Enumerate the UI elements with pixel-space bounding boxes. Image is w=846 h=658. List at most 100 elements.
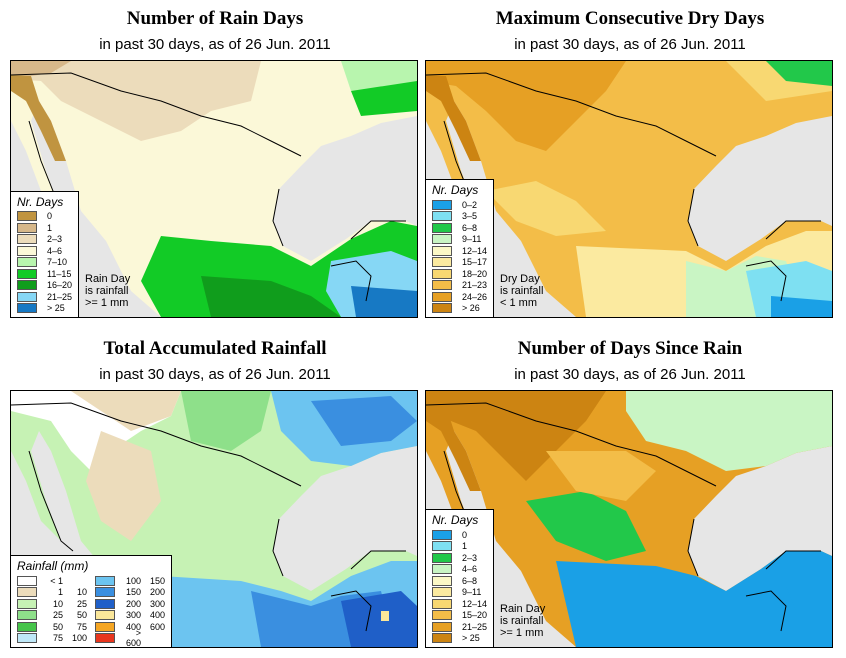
legend-swatch [432,268,452,279]
legend-item: 21–25 [17,291,72,303]
legend-label: 21–25 [462,621,488,632]
legend-label: 400 [125,621,141,632]
legend-label: 100 [125,575,141,586]
legend-swatch [17,610,37,621]
legend-label: 10 [52,598,63,609]
legend-title: Nr. Days [432,183,479,197]
legend-item: 0 [17,211,72,223]
legend-item: 2–3 [17,234,72,246]
legend-swatch [17,575,37,586]
legend-swatch [17,291,37,302]
legend-item: 18–20 [432,268,487,280]
legend-label: 4–6 [462,564,478,575]
panel-title: Number of Rain Days [126,8,304,29]
legend-item: 1 [432,541,487,553]
legend-item: 1 [17,222,72,234]
legend-swatch [432,541,452,552]
legend: Rainfall (mm) < 1 1 10 10 25 25 50 50 75 75 1… [11,555,172,647]
legend-label: 9–11 [462,234,482,245]
legend-swatch [17,268,37,279]
legend-swatch [95,575,115,586]
legend-label: 600 [149,621,165,632]
map-total-rainfall: Rainfall (mm) < 1 1 10 10 25 25 50 50 75 75 1… [10,390,418,648]
note-line: >= 1 mm [85,297,129,309]
legend-swatch [432,222,452,233]
legend-title: Nr. Days [17,194,64,209]
legend-item: 400 600 [95,621,165,633]
legend-item: 12–14 [432,598,487,610]
legend-label: 100 [71,633,87,644]
legend-label: 25 [52,610,63,621]
legend-title: Rainfall (mm) [17,559,89,573]
legend-swatch [432,199,452,210]
legend-label: 1 [47,222,53,233]
map-graphic [426,391,832,647]
panel-title: Maximum Consecutive Dry Days [495,8,765,29]
legend-label: > 26 [462,303,480,314]
map-graphic [11,61,417,317]
legend-label: 1 [462,541,468,552]
legend-item: > 600 [95,628,165,647]
legend-label: 10 [76,587,87,598]
legend-swatch [95,633,115,644]
legend-label: 15–17 [462,257,488,268]
note-line: >= 1 mm [500,627,544,639]
legend-label: 150 [149,575,165,586]
note-line: is rainfall [500,285,544,297]
legend-swatch [17,621,37,632]
legend-label: > 25 [47,303,65,314]
map-graphic [426,61,832,317]
legend-item: 21–25 [432,621,487,633]
legend-swatch [432,291,452,302]
legend-label: 12–14 [462,245,488,256]
legend-swatch [95,621,115,632]
note-line: is rainfall [85,285,129,297]
legend-item: 300 400 [95,610,165,622]
legend: Nr. Days 0 1 2–3 4–6 6–8 9–11 12–14 15–2… [426,509,495,647]
map-note: Dry Day is rainfall < 1 mm [500,273,543,309]
legend-item: 1 10 [17,587,87,599]
legend-item: 10 25 [17,598,87,610]
legend-swatch [17,280,37,291]
legend-swatch [17,234,37,245]
legend-label: 25 [76,598,87,609]
legend-item: 2–3 [432,552,487,564]
legend-swatch [17,211,37,222]
legend-swatch [432,633,452,644]
legend-label: 2–3 [47,234,63,245]
legend-swatch [17,222,37,233]
legend-label: 75 [76,621,87,632]
legend-label: 9–11 [462,587,482,598]
legend-label: 16–20 [47,280,73,291]
legend-item: > 25 [432,633,487,645]
legend-label: 400 [149,610,165,621]
legend-swatch [432,303,452,314]
legend-swatch [17,598,37,609]
legend-label: 1 [57,587,63,598]
legend-item: 3–5 [432,211,487,223]
note-line: is rainfall [500,615,544,627]
legend-item: 16–20 [17,280,72,292]
legend-swatch [432,234,452,245]
legend-item: 9–11 [432,587,487,599]
legend-label: 150 [125,587,141,598]
legend-item: 7–10 [17,257,72,269]
legend-label: 2–3 [462,552,478,563]
legend-label: 0–2 [462,199,478,210]
panel-days-since-rain: Number of Days Since Rain in past 30 day… [425,330,835,650]
legend-label: 50 [52,621,63,632]
legend-item: 0–2 [432,199,487,211]
legend-label: 200 [125,598,141,609]
legend-swatch [95,598,115,609]
legend: Nr. Days 0 1 2–3 4–6 7–10 11–15 16–20 21… [11,190,80,317]
legend-item: 25 50 [17,610,87,622]
panel-total-rainfall: Total Accumulated Rainfall in past 30 da… [10,330,420,650]
legend-label: 4–6 [47,245,63,256]
legend-swatch [432,552,452,563]
note-line: Rain Day [85,273,131,285]
legend-item: < 1 [17,575,87,587]
legend-item: > 26 [432,303,487,315]
legend-item: 9–11 [432,234,487,246]
legend-item: 75 100 [17,633,87,645]
map-note: Rain Day is rainfall >= 1 mm [85,273,130,309]
